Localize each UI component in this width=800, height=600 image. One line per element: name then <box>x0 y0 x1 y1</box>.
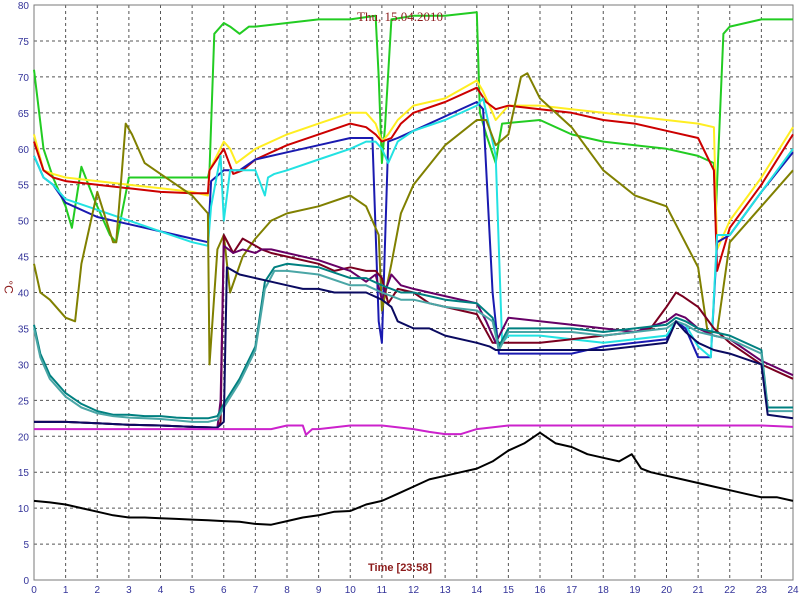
x-tick-label: 20 <box>661 585 673 596</box>
x-tick-label: 22 <box>724 585 736 596</box>
series-line-5 <box>33 97 794 359</box>
x-tick-label: 5 <box>189 585 195 596</box>
x-tick-label: 18 <box>598 585 610 596</box>
x-tick-label: 14 <box>471 585 483 596</box>
y-tick-label: 60 <box>18 145 30 156</box>
plot-frame <box>33 4 794 581</box>
x-tick-label: 23 <box>756 585 768 596</box>
series-line-3 <box>33 86 794 272</box>
series-line-1 <box>33 11 793 244</box>
x-tick-label: 8 <box>284 585 290 596</box>
chart-title: Thu, 15.04.2010 <box>357 9 443 24</box>
x-tick-label: 10 <box>345 585 357 596</box>
series-line-13 <box>33 431 794 526</box>
series-line-2 <box>33 79 794 251</box>
y-tick-label: 20 <box>18 432 30 443</box>
y-tick-label: 70 <box>18 73 30 84</box>
y-tick-label: 40 <box>18 289 30 300</box>
y-tick-label: 80 <box>18 1 30 12</box>
x-tick-label: 7 <box>253 585 259 596</box>
x-tick-label: 6 <box>221 585 227 596</box>
y-tick-label: 0 <box>23 576 29 587</box>
y-tick-label: 10 <box>18 504 30 515</box>
x-tick-label: 13 <box>440 585 452 596</box>
series-line-6 <box>33 72 794 366</box>
x-tick-label: 17 <box>566 585 578 596</box>
series-line-10 <box>33 269 793 423</box>
x-tick-label: 0 <box>31 585 37 596</box>
x-tick-label: 2 <box>94 585 100 596</box>
x-axis-title: Time [23:58] <box>368 562 432 574</box>
y-tick-label: 65 <box>18 109 30 120</box>
y-tick-label: 15 <box>18 468 30 479</box>
x-tick-label: 9 <box>316 585 322 596</box>
x-tick-label: 11 <box>377 585 388 596</box>
y-tick-label: 25 <box>18 396 30 407</box>
y-tick-label: 30 <box>18 360 30 371</box>
x-tick-label: 21 <box>693 585 705 596</box>
x-tick-label: 19 <box>629 585 641 596</box>
y-tick-label: 35 <box>18 324 30 335</box>
series-line-11 <box>34 266 794 429</box>
x-tick-label: 3 <box>126 585 132 596</box>
x-tick-label: 4 <box>158 585 164 596</box>
y-tick-label: 45 <box>18 253 30 264</box>
y-tick-label: 5 <box>23 540 29 551</box>
series-line-12 <box>34 424 794 436</box>
x-tick-label: 15 <box>503 585 515 596</box>
x-tick-label: 1 <box>63 585 69 596</box>
x-tick-label: 16 <box>534 585 546 596</box>
series-line-9 <box>33 262 793 420</box>
x-tick-label: 12 <box>408 585 420 596</box>
y-tick-label: 50 <box>18 217 30 228</box>
x-tick-label: 24 <box>787 585 799 596</box>
y-axis-title: °C <box>1 280 16 294</box>
y-tick-label: 55 <box>18 181 30 192</box>
y-tick-label: 75 <box>18 37 30 48</box>
